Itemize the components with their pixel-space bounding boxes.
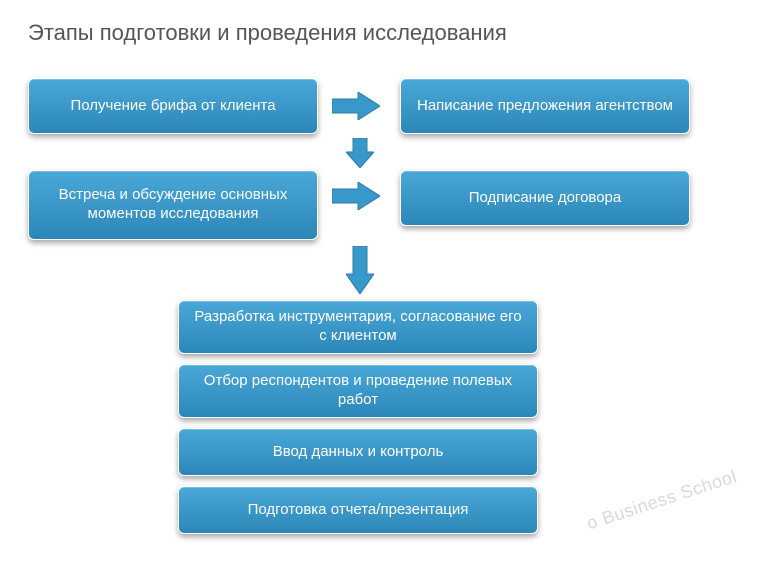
arrow-svg: [346, 138, 374, 168]
arrow-svg: [346, 246, 374, 294]
step-box-instrument: Разработка инструментария, согласование …: [178, 300, 538, 354]
step-box-meeting: Встреча и обсуждение основных моментов и…: [28, 170, 318, 240]
step-box-fieldwork: Отбор респондентов и проведение полевых …: [178, 364, 538, 418]
arrow-down-icon: [346, 246, 374, 294]
arrow-right-icon: [332, 92, 380, 120]
watermark-text: o Business School: [585, 466, 740, 534]
step-box-proposal: Написание предложения агентством: [400, 78, 690, 134]
arrow-svg: [332, 92, 380, 120]
arrow-svg: [332, 182, 380, 210]
arrow-down-icon: [346, 138, 374, 168]
page-title: Этапы подготовки и проведения исследован…: [28, 20, 507, 46]
arrow-right-icon: [332, 182, 380, 210]
step-box-brief: Получение брифа от клиента: [28, 78, 318, 134]
step-box-contract: Подписание договора: [400, 170, 690, 226]
step-box-data-entry: Ввод данных и контроль: [178, 428, 538, 476]
step-box-report: Подготовка отчета/презентация: [178, 486, 538, 534]
